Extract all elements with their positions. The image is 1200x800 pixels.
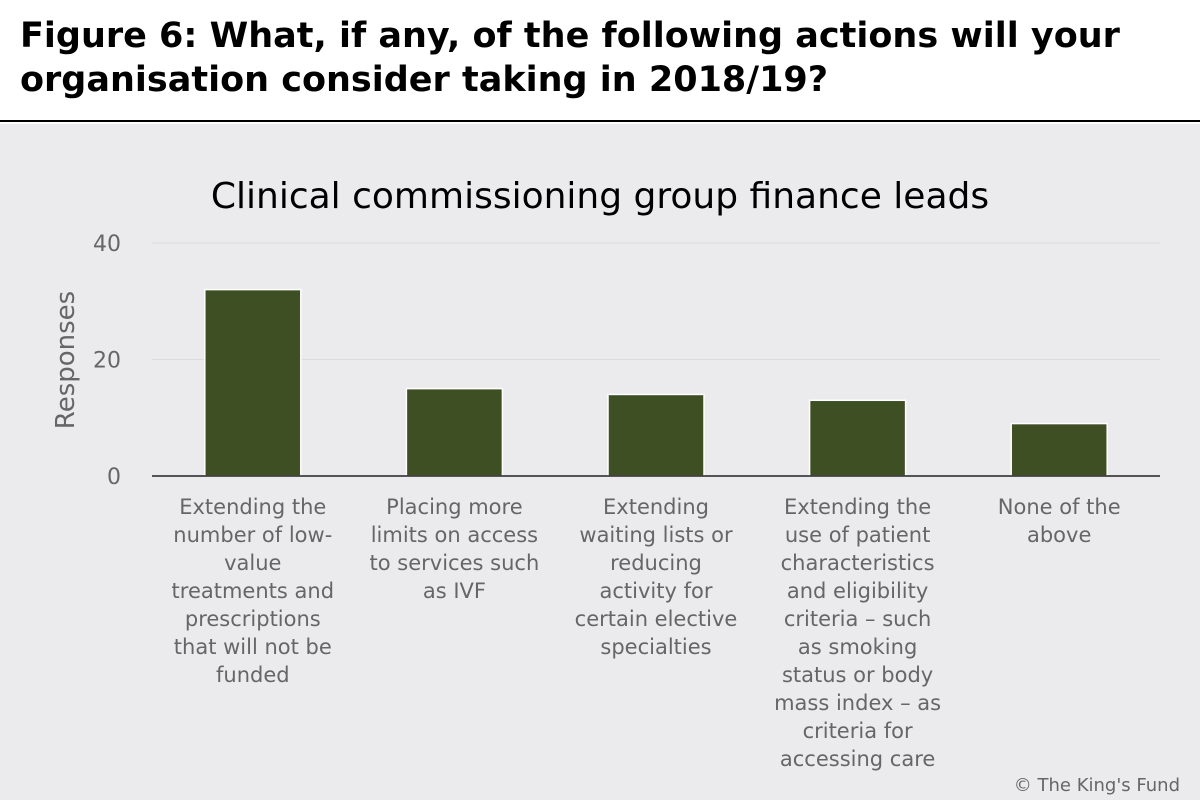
x-tick-label-line: Extending the [179,495,326,519]
x-tick-label-line: funded [216,663,290,687]
x-tick-label-line: certain elective [575,607,738,631]
bar [204,288,302,477]
x-tick-label-line: number of low- [173,523,332,547]
x-tick-label-line: None of the [998,495,1121,519]
x-tick-label-line: accessing care [780,747,935,771]
x-tick-label-line: value [224,551,281,575]
figure-title: Figure 6: What, if any, of the following… [20,16,1120,100]
x-tick-label: Placing more limits on access to services … [370,495,540,603]
y-tick-label: 0 [107,465,121,490]
y-tick-label: 20 [93,349,121,374]
x-tick-label-line: treatments and [172,579,334,603]
x-tick-label-line: characteristics [781,551,935,575]
x-tick-label-line: prescriptions [185,607,321,631]
x-tick-label-line: limits on access [371,523,538,547]
bar [808,399,907,477]
x-tick-label: Extending waiting lists or reducing activit… [575,495,738,659]
x-tick-label-line: waiting lists or [579,523,733,547]
chart-area: Clinical commissioning group finance lea… [0,124,1200,800]
grid-lines [152,242,1160,360]
bar [1010,422,1108,477]
x-tick-label: Extending the number of low-value treatmen… [172,495,334,687]
x-tick-label-line: status or body [782,663,933,687]
x-tick-label-line: use of patient [785,523,931,547]
x-tick-label-line: criteria – such [784,607,931,631]
y-axis-label: Responses [51,291,81,429]
x-tick-label-line: mass index – as [774,691,941,715]
x-tick-label-line: that will not be [174,635,332,659]
x-tick-label-line: to services such [370,551,540,575]
x-tick-label-line: criteria for [803,719,913,743]
bar-chart: Clinical commissioning group finance lea… [51,176,1160,771]
x-tick-label-line: and eligibility [787,579,928,603]
x-tick-label-line: as IVF [423,579,486,603]
x-tick-label-line: Placing more [386,495,522,519]
y-tick-label: 40 [93,232,121,257]
figure-header: Figure 6: What, if any, of the following… [0,0,1200,122]
x-tick-label-line: Extending [603,495,709,519]
bars [204,288,1108,477]
y-tick-labels: 0 20 40 [93,232,121,490]
chart-title: Clinical commissioning group finance lea… [211,176,989,217]
x-tick-labels: Extending the number of low-value treatmen… [172,495,1121,771]
x-tick-label-line: specialties [600,635,711,659]
x-tick-label-line: above [1027,523,1091,547]
bar [405,387,504,477]
copyright-notice: © The King's Fund [1013,775,1180,796]
x-tick-label: Extending the use of patient characteristi… [774,495,941,771]
bar [607,393,705,477]
x-tick-label-line: Extending the [784,495,931,519]
x-tick-label-line: activity for [600,579,713,603]
x-tick-label-line: reducing [610,551,702,575]
x-tick-label: None of the above [998,495,1121,547]
x-tick-label-line: as smoking [798,635,917,659]
